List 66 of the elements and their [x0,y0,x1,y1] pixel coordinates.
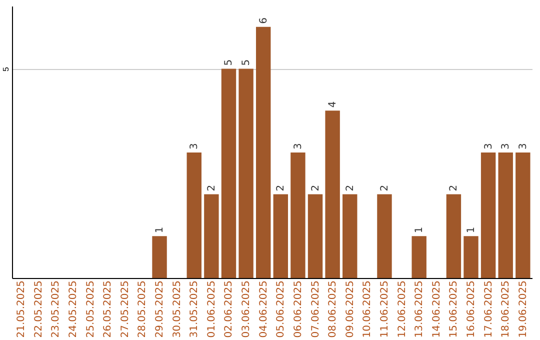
bar [446,194,462,278]
x-tick-label: 19.06.2025 [518,280,529,338]
x-tick-label: 11.06.2025 [379,280,390,338]
x-tick-label: 23.05.2025 [50,280,62,338]
x-tick-label: 06.06.2025 [292,280,304,338]
x-tick-label: 25.05.2025 [85,280,96,338]
bar [342,194,358,278]
x-tick-label: 22.05.2025 [33,280,44,338]
x-tick-label: 15.06.2025 [448,280,460,338]
bar [412,236,426,278]
data-label: 2 [344,184,356,192]
data-label: 5 [241,59,252,66]
x-tick-label: 03.06.2025 [241,280,252,338]
bar [325,110,340,278]
x-tick-label: 14.06.2025 [431,280,442,338]
bar [516,152,530,278]
x-tick-label: 27.05.2025 [120,280,131,338]
x-tick-label: 21.05.2025 [16,280,28,338]
data-label: 3 [189,143,200,150]
x-tick-label: 04.06.2025 [258,280,270,338]
bar [308,194,323,278]
x-tick-label: 29.05.2025 [154,280,166,338]
x-tick-label: 28.05.2025 [137,280,148,338]
x-tick-label: 01.06.2025 [206,280,218,338]
x-tick-label: 13.06.2025 [414,280,426,338]
data-label: 3 [518,143,529,150]
bar [204,194,219,278]
x-tick-label: 12.06.2025 [396,280,408,338]
x-tick-label: 18.06.2025 [500,280,512,338]
x-tick-label: 16.06.2025 [466,280,477,338]
x-tick-label: 09.06.2025 [344,280,356,338]
data-label: 1 [154,226,166,234]
data-label: 5 [224,59,235,66]
bar [221,68,236,278]
bar [377,194,392,278]
bar [238,68,254,278]
bar [256,26,271,278]
x-tick-label: 26.05.2025 [102,280,114,338]
data-label: 2 [276,184,287,192]
data-label: 2 [379,184,390,192]
data-label: 2 [310,184,322,192]
bar [273,194,288,278]
data-label: 3 [500,143,512,150]
x-tick-label: 08.06.2025 [328,280,339,338]
bar [464,236,478,278]
x-tick-label: 10.06.2025 [362,280,374,338]
bar [290,152,306,278]
data-label: 1 [414,226,426,234]
data-label: 6 [258,18,270,24]
data-label: 1 [466,226,477,234]
x-tick-label: 02.06.2025 [224,280,235,338]
x-tick-label: 30.05.2025 [172,280,183,338]
x-tick-label: 07.06.2025 [310,280,322,338]
x-tick-label: 24.05.2025 [68,280,79,338]
x-tick-label: 31.05.2025 [189,280,200,338]
bar [480,152,496,278]
x-tick-label: 05.06.2025 [276,280,287,338]
bar [152,236,167,278]
data-label: 3 [292,143,304,150]
data-label: 3 [483,143,494,150]
bar [186,152,202,278]
x-tick-label: 17.06.2025 [483,280,494,338]
data-label: 2 [206,184,218,192]
data-label: 2 [448,184,460,192]
bar [498,152,513,278]
data-label: 4 [328,101,339,108]
